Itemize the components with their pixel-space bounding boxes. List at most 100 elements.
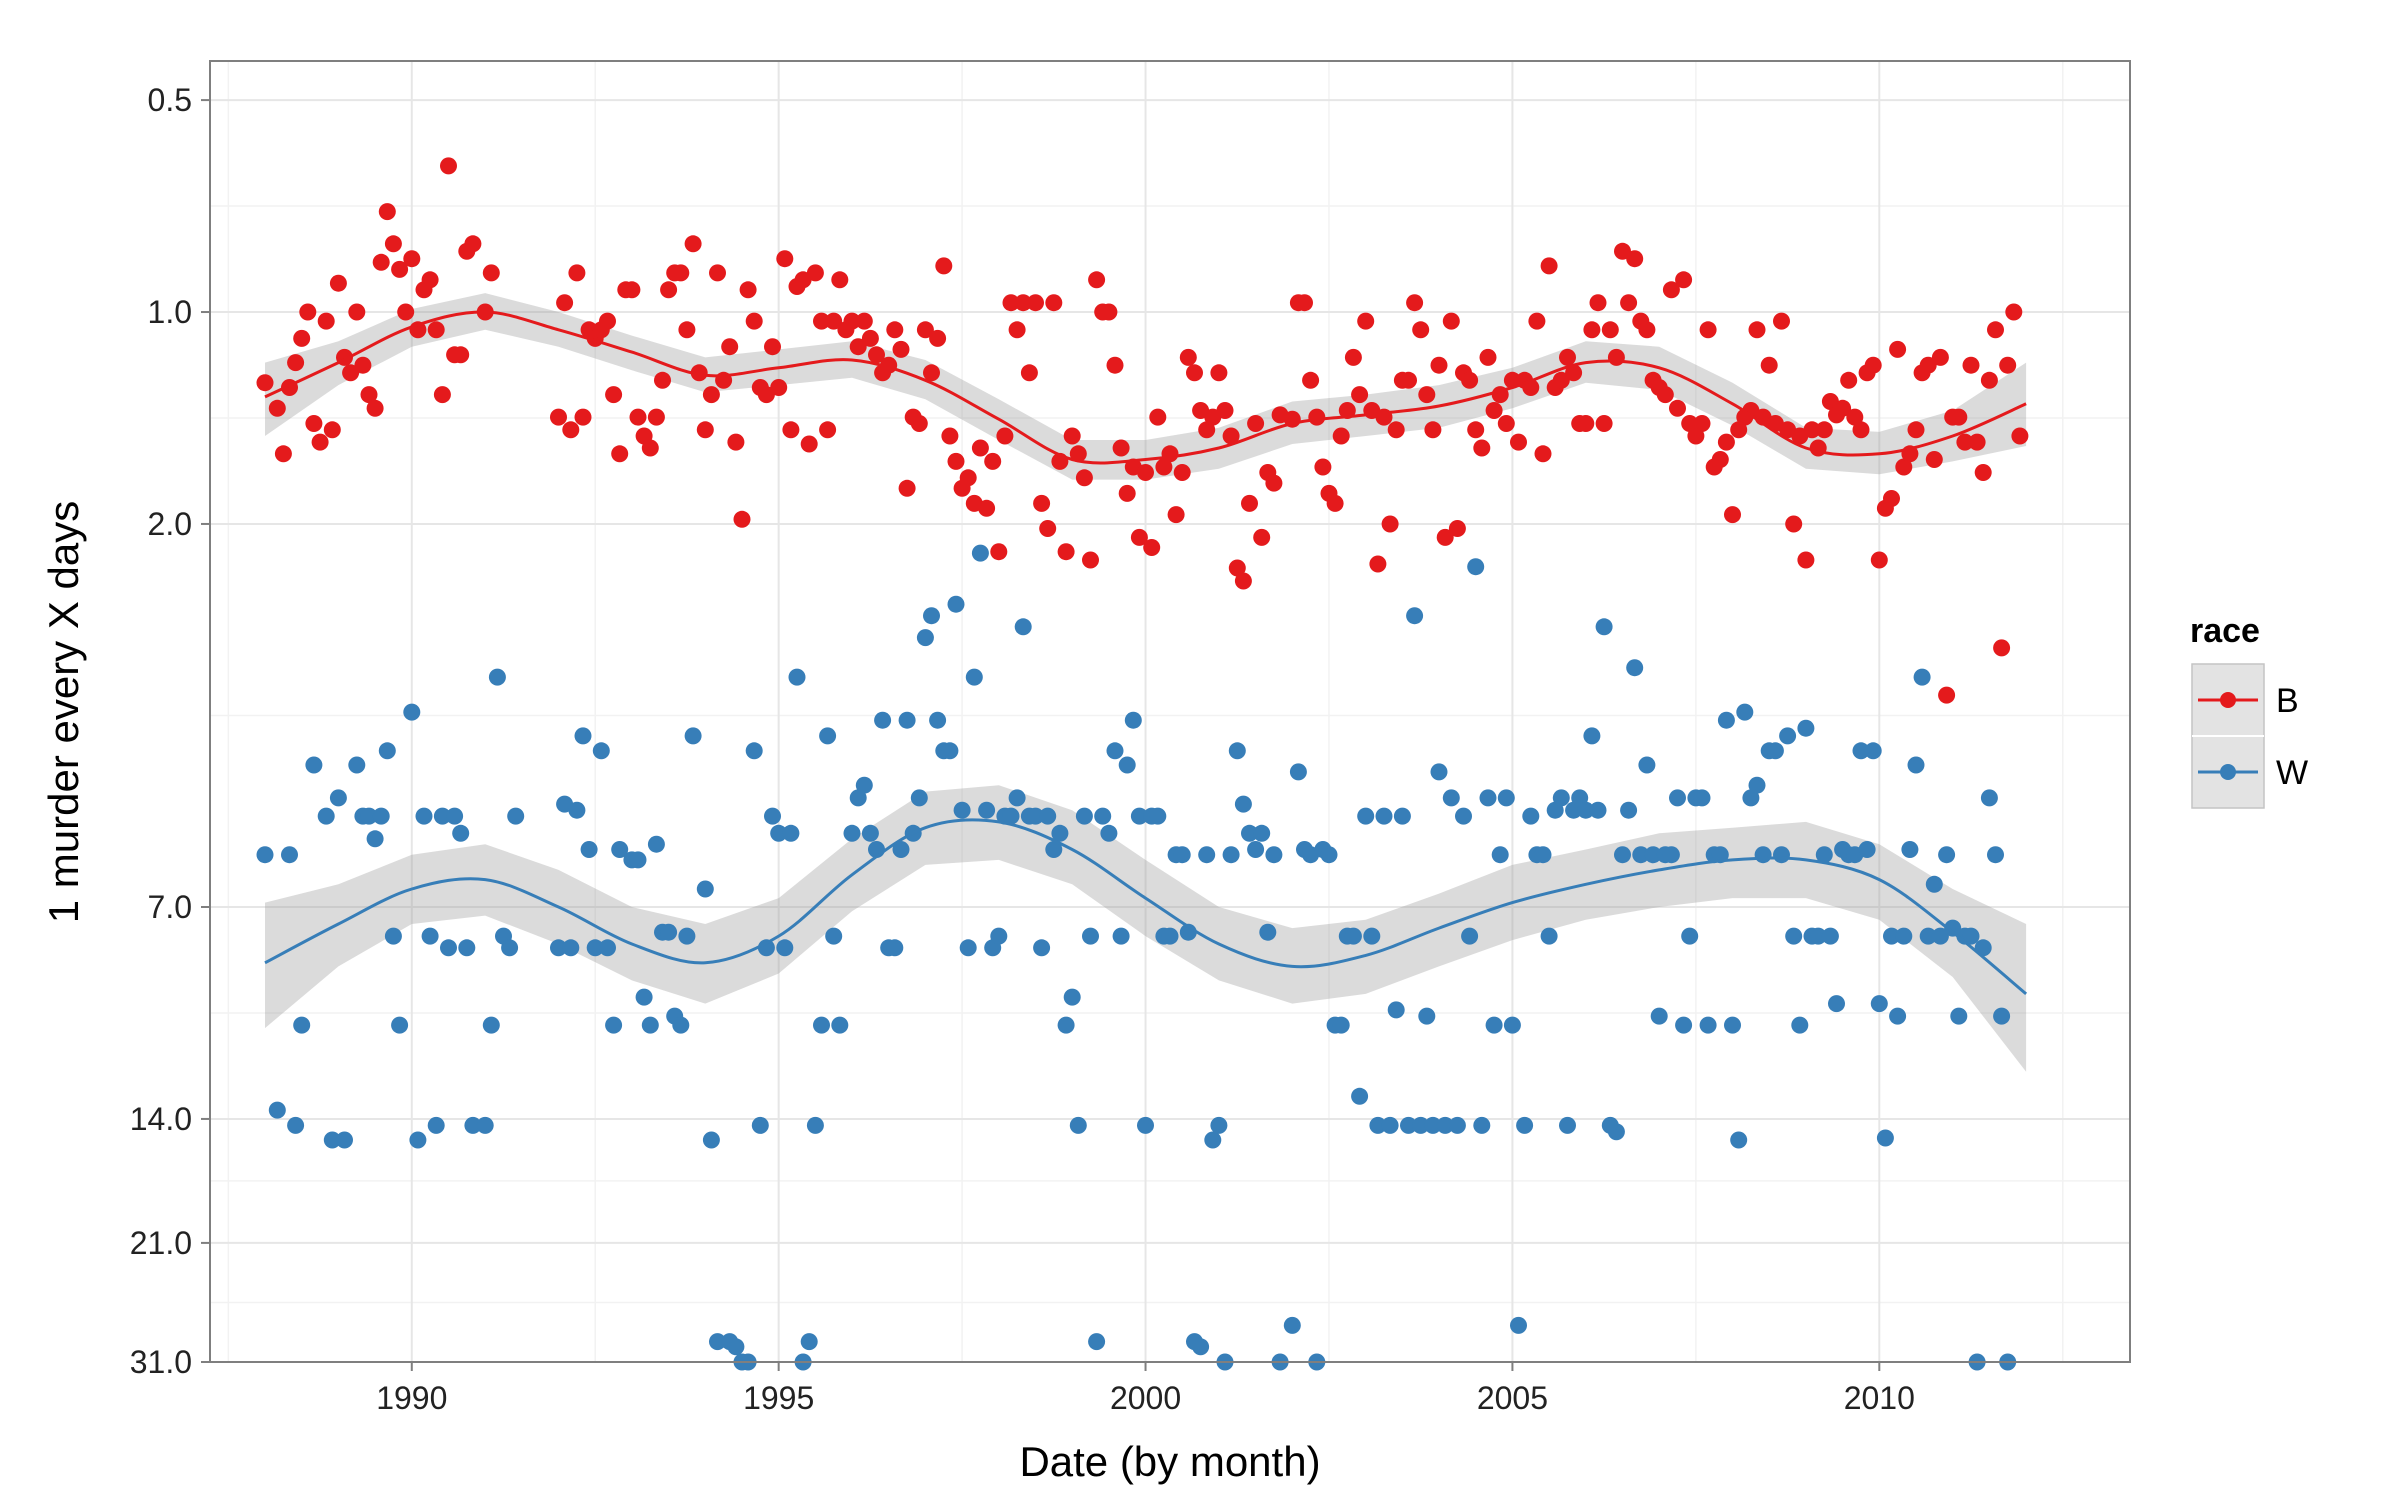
data-point-w xyxy=(1809,927,1827,945)
data-point-b xyxy=(1907,421,1925,439)
data-point-b xyxy=(1717,433,1735,451)
data-point-b xyxy=(1559,348,1576,366)
data-point-w xyxy=(1455,807,1472,825)
data-point-w xyxy=(1473,1116,1491,1134)
data-point-w xyxy=(678,927,696,945)
data-point-b xyxy=(1112,439,1130,457)
data-point-b xyxy=(1583,321,1601,339)
data-point-w xyxy=(1497,789,1515,807)
data-point-b xyxy=(299,303,317,321)
data-point-w xyxy=(329,789,347,807)
data-point-w xyxy=(898,711,916,729)
data-point-w xyxy=(1418,1007,1436,1025)
data-point-b xyxy=(1216,402,1234,419)
data-point-w xyxy=(1632,846,1650,864)
data-point-b xyxy=(1161,445,1179,463)
legend-key-dot-w xyxy=(2220,764,2236,780)
data-point-b xyxy=(1222,427,1240,445)
data-point-b xyxy=(1069,445,1087,463)
data-point-w xyxy=(336,1131,353,1149)
data-point-b xyxy=(1656,386,1674,404)
legend-title: race xyxy=(2190,612,2260,650)
data-point-w xyxy=(1785,927,1803,945)
data-point-w xyxy=(1980,789,1998,807)
data-point-w xyxy=(1711,846,1729,864)
x-tick-label: 2010 xyxy=(1844,1380,1915,1416)
data-point-b xyxy=(1870,551,1888,569)
data-point-w xyxy=(1742,789,1760,807)
data-point-w xyxy=(971,544,989,562)
data-point-w xyxy=(1889,1007,1907,1025)
data-point-w xyxy=(440,939,457,957)
data-point-w xyxy=(813,1016,830,1034)
data-point-b xyxy=(1662,281,1680,299)
data-point-b xyxy=(929,329,947,347)
data-point-b xyxy=(1528,312,1546,330)
data-point-w xyxy=(507,807,525,825)
legend: race B W xyxy=(2190,612,2308,809)
data-point-b xyxy=(1962,356,1980,374)
data-point-w xyxy=(1693,789,1711,807)
data-point-w xyxy=(1247,841,1265,858)
data-point-b xyxy=(868,346,885,364)
data-point-w xyxy=(1559,1116,1576,1134)
data-point-w xyxy=(1534,846,1552,864)
data-point-b xyxy=(1167,506,1185,524)
data-point-b xyxy=(996,427,1014,445)
y-axis-title: 1 murder every X days xyxy=(40,501,87,924)
data-point-b xyxy=(1448,520,1466,537)
data-point-w xyxy=(1124,711,1142,729)
data-point-w xyxy=(1503,1016,1521,1034)
data-point-w xyxy=(1002,807,1020,825)
data-point-b xyxy=(629,408,647,426)
data-point-b xyxy=(1938,686,1956,704)
data-point-w xyxy=(1901,841,1919,858)
data-point-b xyxy=(1614,242,1631,260)
data-point-b xyxy=(599,312,616,330)
data-point-w xyxy=(1773,846,1790,864)
data-point-b xyxy=(702,386,720,404)
data-point-b xyxy=(1974,464,1992,481)
data-point-b xyxy=(1149,408,1167,426)
data-point-b xyxy=(825,312,843,330)
data-point-b xyxy=(1607,348,1625,366)
data-point-w xyxy=(1577,801,1595,819)
data-point-b xyxy=(843,312,861,330)
data-point-w xyxy=(745,742,763,760)
data-point-w xyxy=(1137,1116,1154,1134)
data-point-w xyxy=(855,776,873,794)
data-point-b xyxy=(1840,371,1858,389)
data-point-w xyxy=(1895,927,1913,945)
data-point-w xyxy=(1436,1116,1454,1134)
data-point-b xyxy=(727,433,745,451)
data-point-b xyxy=(923,364,940,382)
data-point-w xyxy=(1950,1007,1968,1025)
data-point-b xyxy=(1638,321,1656,339)
data-point-b xyxy=(806,264,824,282)
data-point-w xyxy=(281,846,298,864)
data-point-w xyxy=(372,807,390,825)
y-tick-label: 14.0 xyxy=(130,1101,192,1137)
data-point-w xyxy=(586,939,604,957)
data-point-b xyxy=(360,386,378,404)
data-point-w xyxy=(360,807,378,825)
data-point-w xyxy=(770,824,788,842)
data-point-w xyxy=(488,668,506,686)
data-point-b xyxy=(378,203,396,221)
data-point-w xyxy=(892,841,910,858)
data-point-b xyxy=(1461,371,1479,389)
data-point-b xyxy=(1693,415,1711,432)
data-point-w xyxy=(1063,988,1081,1006)
data-point-b xyxy=(1406,294,1424,312)
data-point-w xyxy=(1192,1338,1210,1356)
data-point-b xyxy=(482,264,500,282)
data-point-b xyxy=(1418,386,1436,404)
data-point-w xyxy=(1540,927,1558,945)
data-point-w xyxy=(641,1016,659,1034)
data-point-w xyxy=(1675,1016,1693,1034)
data-point-b xyxy=(1296,294,1313,312)
data-point-b xyxy=(861,329,879,347)
data-point-b xyxy=(800,435,818,453)
panel-background xyxy=(210,61,2130,1362)
